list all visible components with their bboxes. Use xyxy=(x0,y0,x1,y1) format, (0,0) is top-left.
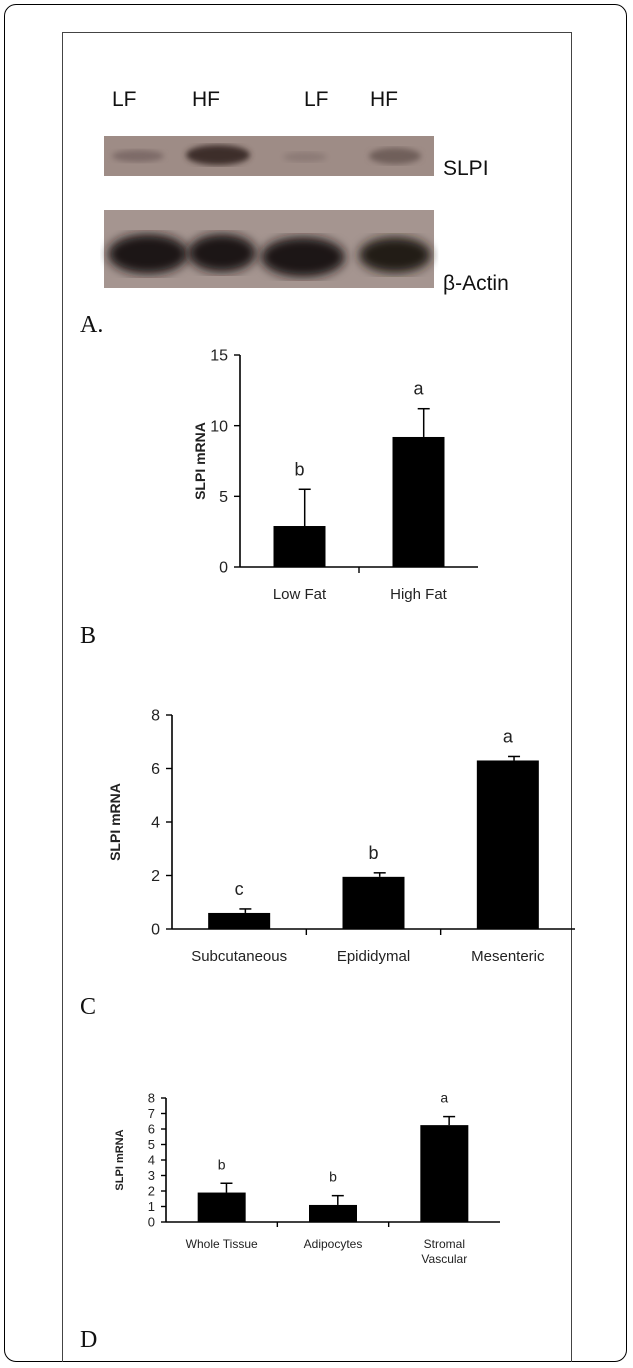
significance-letter-c-1: c xyxy=(235,879,244,899)
y-tick-label-d: 6 xyxy=(148,1122,155,1137)
protein-label-slpi: SLPI xyxy=(443,157,489,180)
significance-letter-d-3: a xyxy=(440,1090,448,1106)
bar-c-2 xyxy=(342,876,405,929)
bar-c-1 xyxy=(208,912,271,929)
y-tick-label-d: 7 xyxy=(148,1106,155,1121)
lane-label-3: LF xyxy=(304,88,329,111)
y-tick-label-c: 8 xyxy=(151,708,160,725)
y-tick-label-b: 5 xyxy=(219,489,228,506)
chart-panel-c: 0 2 4 6 8 SLPI mRNA c Subcutaneous b Epididymal a M… xyxy=(107,708,575,965)
bar-d-3 xyxy=(420,1125,469,1222)
panel-letter-a: A. xyxy=(80,312,104,338)
y-tick-label-b: 0 xyxy=(219,560,228,577)
y-tick-label-d: 1 xyxy=(148,1199,155,1214)
lane-label-4: HF xyxy=(370,88,398,111)
significance-letter-c-3: a xyxy=(503,726,514,746)
y-axis-label-d: SLPI mRNA xyxy=(114,1129,126,1190)
category-label-d-2: Adipocytes xyxy=(304,1237,363,1251)
actin-band-1 xyxy=(108,234,188,274)
bar-b-1 xyxy=(273,526,326,567)
significance-letter-d-1: b xyxy=(218,1156,226,1172)
y-tick-label-d: 5 xyxy=(148,1137,155,1152)
y-axis-label-c: SLPI mRNA xyxy=(107,783,123,861)
significance-letter-b-1: b xyxy=(294,459,304,479)
y-tick-label-d: 2 xyxy=(148,1184,155,1199)
y-tick-label-b: 10 xyxy=(210,418,228,435)
y-tick-label-d: 0 xyxy=(148,1215,155,1230)
category-label-c-3: Mesenteric xyxy=(471,948,545,965)
actin-band-4 xyxy=(359,237,431,273)
category-label-c-2: Epididymal xyxy=(337,948,410,965)
category-label-d-1: Whole Tissue xyxy=(186,1237,258,1251)
chart-panel-b: 0 5 10 15 SLPI mRNA b Low Fat a High Fat xyxy=(192,348,478,603)
slpi-band-3 xyxy=(283,152,327,162)
protein-label-actin: β-Actin xyxy=(443,272,509,295)
significance-letter-b-2: a xyxy=(413,379,424,399)
actin-band-3 xyxy=(261,237,345,277)
lane-label-1: LF xyxy=(112,88,137,111)
category-label-c-1: Subcutaneous xyxy=(191,948,287,965)
blot-image xyxy=(104,136,434,288)
slpi-band-2 xyxy=(186,145,250,165)
bar-d-1 xyxy=(197,1192,246,1222)
y-tick-label-c: 4 xyxy=(151,815,160,832)
y-tick-label-b: 15 xyxy=(210,348,228,365)
y-axis-label-b: SLPI mRNA xyxy=(192,422,208,500)
y-tick-label-c: 0 xyxy=(151,922,160,939)
y-tick-label-d: 8 xyxy=(148,1091,155,1106)
slpi-band-4 xyxy=(369,148,421,164)
actin-band-2 xyxy=(188,234,256,272)
significance-letter-d-2: b xyxy=(329,1169,337,1185)
significance-letter-c-2: b xyxy=(368,843,378,863)
panel-letter-d: D xyxy=(80,1327,98,1353)
category-label-b-1: Low Fat xyxy=(273,586,327,603)
panel-letter-c: C xyxy=(80,994,97,1020)
y-tick-label-d: 4 xyxy=(148,1153,155,1168)
bar-b-2 xyxy=(392,436,445,567)
category-label-d-3: Stromal Vascular xyxy=(421,1237,467,1266)
figure-frame xyxy=(4,4,627,1362)
y-tick-label-d: 3 xyxy=(148,1168,155,1183)
y-tick-label-c: 2 xyxy=(151,868,160,885)
figure-inner-border xyxy=(62,32,572,1362)
panel-letter-b: B xyxy=(80,623,97,649)
y-tick-label-c: 6 xyxy=(151,761,160,778)
bar-c-3 xyxy=(476,760,539,929)
slpi-band-1 xyxy=(112,150,164,162)
bar-d-2 xyxy=(309,1204,357,1222)
lane-label-2: HF xyxy=(192,88,220,111)
category-label-b-2: High Fat xyxy=(390,586,448,603)
